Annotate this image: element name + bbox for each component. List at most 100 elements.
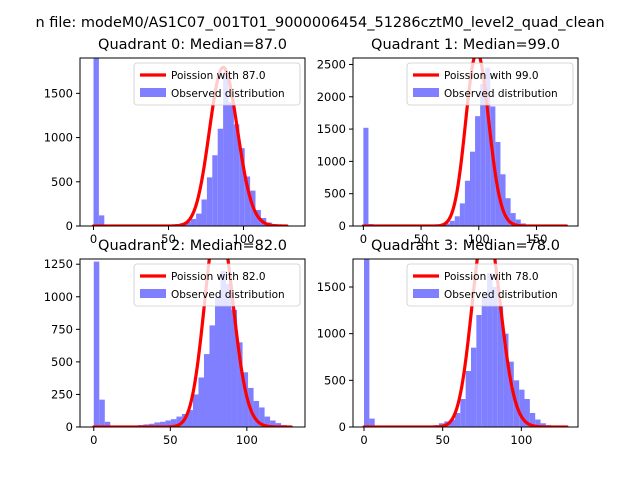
y-tick-label: 0	[339, 219, 346, 233]
histogram-bar	[176, 416, 182, 427]
x-tick-label: 100	[233, 232, 255, 246]
histogram-bar	[503, 333, 509, 427]
histogram-bar	[244, 176, 251, 226]
histogram-bar	[239, 148, 245, 226]
y-tick-label: 500	[51, 175, 73, 189]
histogram-bar	[480, 83, 486, 226]
histogram-bar	[98, 215, 105, 226]
histogram-bar	[505, 198, 511, 226]
histogram-bar	[201, 199, 207, 226]
histogram-bar	[170, 419, 177, 427]
histogram-bar	[369, 418, 375, 427]
histogram-bar	[192, 394, 199, 427]
histogram-bar	[364, 259, 370, 427]
histogram-bar	[223, 71, 229, 226]
figure-suptitle: n file: modeM0/AS1C07_001T01_9000006454_…	[35, 15, 604, 31]
histogram-bar	[217, 128, 224, 226]
legend-entry-poisson: Poission with 82.0	[171, 271, 266, 283]
y-tick-label: 500	[51, 355, 73, 369]
histogram-bar	[203, 354, 210, 427]
legend-entry-observed: Observed distribution	[171, 88, 285, 100]
histogram-bar	[233, 124, 240, 226]
histogram-bar	[154, 422, 160, 427]
histogram-bar	[237, 342, 243, 427]
legend-box	[406, 62, 574, 106]
histogram-bar	[510, 213, 516, 226]
histogram-bar	[464, 180, 470, 226]
histogram-bar	[212, 155, 218, 226]
y-tick-label: 1000	[317, 327, 346, 341]
legend-entry-observed: Observed distribution	[171, 289, 285, 301]
legend-bar-swatch	[140, 289, 166, 298]
y-tick-label: 1500	[317, 122, 346, 136]
histogram-bar	[196, 213, 202, 226]
subplot-title: Quadrant 0: Median=87.0	[98, 37, 287, 53]
histogram-bar	[190, 218, 197, 226]
x-tick-label: 100	[236, 433, 258, 447]
histogram-bar	[449, 220, 455, 226]
histogram-bar	[454, 413, 461, 427]
histogram-bar	[519, 389, 525, 427]
y-tick-label: 250	[51, 387, 73, 401]
histogram-bar	[99, 399, 105, 427]
plot-area-3	[362, 259, 569, 427]
histogram-bar	[228, 102, 234, 226]
histogram-bar	[454, 216, 460, 226]
histogram-bar	[487, 273, 493, 427]
subplot-title: Quadrant 2: Median=82.0	[98, 238, 287, 254]
histogram-bar	[481, 296, 488, 427]
legend-entry-poisson: Poission with 99.0	[444, 70, 539, 82]
histogram-bar	[500, 174, 506, 226]
legend-box	[133, 263, 301, 307]
legend-bar-swatch	[140, 88, 166, 97]
histogram-bar	[275, 423, 282, 427]
x-tick-label: 50	[435, 433, 450, 447]
histogram-bar	[242, 372, 249, 427]
histogram-bar	[93, 261, 100, 427]
y-tick-label: 500	[324, 187, 346, 201]
legend-entry-observed: Observed distribution	[444, 88, 558, 100]
legend-entry-poisson: Poission with 87.0	[171, 70, 266, 82]
legend-box	[406, 263, 574, 307]
x-tick-label: 150	[525, 232, 547, 246]
legend-box	[133, 62, 301, 106]
histogram-bar	[165, 420, 171, 427]
y-tick-label: 1500	[44, 86, 73, 100]
y-tick-label: 750	[51, 322, 73, 336]
histogram-bar	[492, 287, 498, 427]
y-tick-label: 1500	[317, 280, 346, 294]
x-tick-label: 0	[90, 232, 97, 246]
histogram-bar	[529, 413, 536, 427]
histogram-bar	[363, 127, 369, 226]
y-tick-label: 500	[324, 373, 346, 387]
histogram-bar	[209, 325, 215, 427]
plot-area-0	[91, 58, 289, 226]
histogram-bar	[215, 296, 221, 427]
histogram-bar	[460, 399, 466, 427]
histogram-bar	[524, 399, 530, 427]
histogram-bar	[231, 309, 238, 427]
y-tick-label: 0	[66, 219, 73, 233]
legend-entry-poisson: Poission with 78.0	[444, 271, 539, 283]
histogram-bar	[93, 58, 99, 226]
x-tick-label: 0	[360, 232, 367, 246]
histogram-bar	[540, 423, 546, 427]
histogram-bar	[471, 347, 477, 427]
poisson-curve	[362, 259, 569, 427]
histogram-bar	[449, 419, 455, 427]
histogram-bar	[253, 400, 260, 427]
histogram-bar	[159, 421, 166, 427]
histogram-bar	[187, 410, 193, 427]
x-tick-label: 0	[90, 433, 97, 447]
histogram-bar	[259, 407, 265, 427]
histogram-bar	[444, 223, 450, 226]
histogram-bar	[508, 361, 514, 427]
poisson-curve	[91, 65, 289, 226]
legend-entry-observed: Observed distribution	[444, 289, 558, 301]
legend-bar-swatch	[413, 289, 439, 298]
